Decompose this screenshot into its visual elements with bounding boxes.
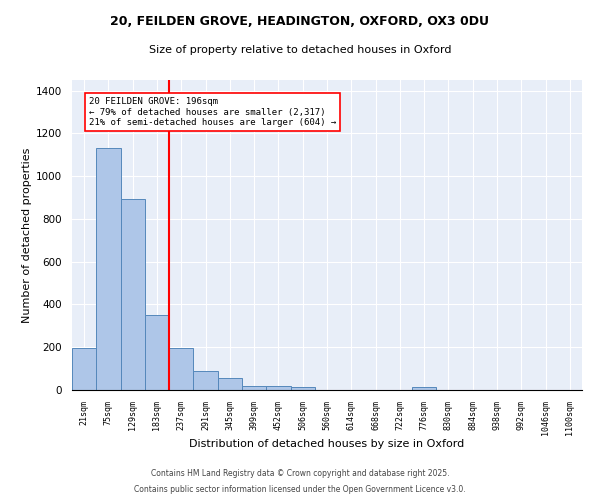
Bar	[72, 348, 96, 390]
Bar	[266, 386, 290, 390]
Bar	[121, 198, 145, 390]
Text: Size of property relative to detached houses in Oxford: Size of property relative to detached ho…	[149, 45, 451, 55]
Text: Contains HM Land Registry data © Crown copyright and database right 2025.: Contains HM Land Registry data © Crown c…	[151, 468, 449, 477]
Bar	[290, 388, 315, 390]
Bar	[218, 378, 242, 390]
Text: 20 FEILDEN GROVE: 196sqm
← 79% of detached houses are smaller (2,317)
21% of sem: 20 FEILDEN GROVE: 196sqm ← 79% of detach…	[89, 97, 336, 127]
Text: 20, FEILDEN GROVE, HEADINGTON, OXFORD, OX3 0DU: 20, FEILDEN GROVE, HEADINGTON, OXFORD, O…	[110, 15, 490, 28]
Y-axis label: Number of detached properties: Number of detached properties	[22, 148, 32, 322]
Bar	[242, 386, 266, 390]
Bar	[96, 148, 121, 390]
Bar	[193, 371, 218, 390]
X-axis label: Distribution of detached houses by size in Oxford: Distribution of detached houses by size …	[190, 439, 464, 449]
Bar	[169, 348, 193, 390]
Text: Contains public sector information licensed under the Open Government Licence v3: Contains public sector information licen…	[134, 485, 466, 494]
Bar	[145, 315, 169, 390]
Bar	[412, 388, 436, 390]
